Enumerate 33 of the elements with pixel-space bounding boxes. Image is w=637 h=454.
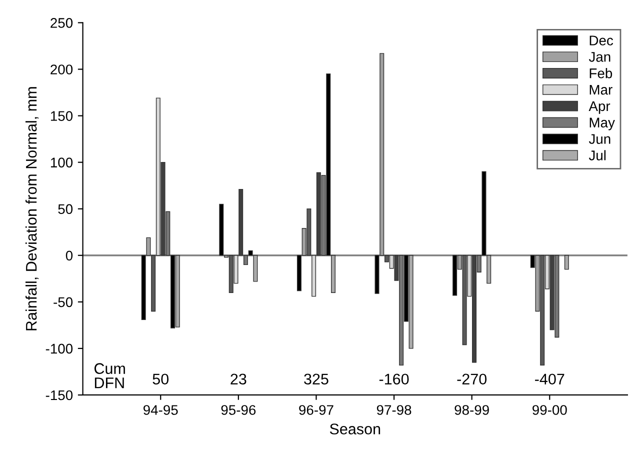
legend-label: Mar — [590, 84, 612, 95]
y-axis-title: Rainfall, Deviation from Normal, mm — [25, 87, 39, 330]
x-tick-label: 95-96 — [221, 405, 256, 415]
annotation: Cum DFN — [94, 363, 125, 388]
x-tick-label: 96-97 — [299, 405, 334, 415]
y-tick-label: 0 — [66, 250, 73, 261]
legend-label: May — [590, 118, 615, 130]
annotation: -160 — [379, 374, 409, 385]
y-tick-label: -100 — [46, 344, 73, 354]
x-tick-label: 94-95 — [144, 405, 178, 415]
bar — [564, 255, 569, 270]
y-tick-label: -150 — [46, 390, 73, 400]
legend-label: Dec — [590, 36, 614, 46]
y-tick-label: -50 — [54, 297, 73, 308]
legend-label: Feb — [590, 68, 612, 78]
x-axis-title: Season — [330, 424, 380, 434]
y-tick-label: 250 — [50, 18, 73, 28]
annotation: 50 — [152, 374, 169, 385]
legend-label: Jul — [588, 150, 606, 160]
y-tick-label: 150 — [50, 111, 73, 121]
legend-label: Apr — [588, 101, 610, 114]
x-tick-label: 97-98 — [376, 405, 412, 415]
x-tick-label: 99-00 — [532, 405, 567, 415]
y-tick-label: 100 — [50, 158, 73, 168]
annotation: 23 — [230, 374, 246, 385]
x-tick-label: 98-99 — [454, 405, 489, 415]
legend-label: Jun — [588, 134, 610, 144]
y-tick-label: 200 — [50, 64, 73, 74]
annotation: -407 — [535, 374, 564, 385]
legend-label: Jan — [588, 52, 610, 62]
annotation: 325 — [304, 374, 328, 385]
annotation: -270 — [457, 374, 487, 385]
y-tick-label: 50 — [58, 204, 73, 214]
